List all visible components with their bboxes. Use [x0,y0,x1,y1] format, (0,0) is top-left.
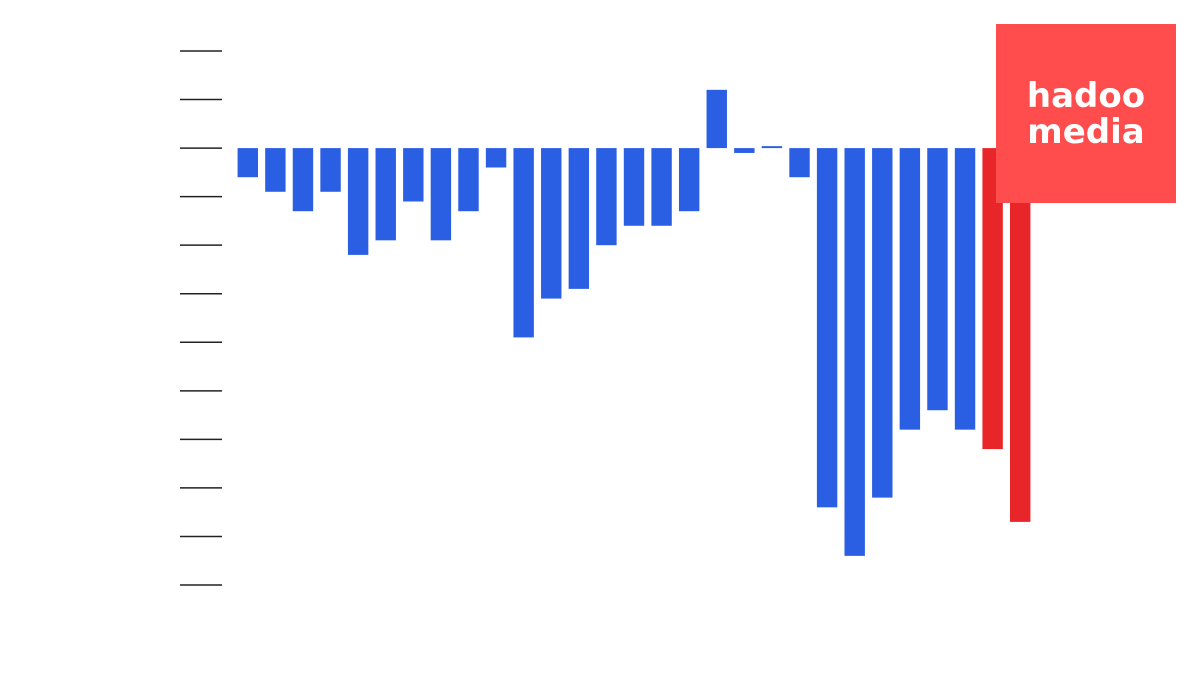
bar [816,148,838,508]
bar [292,148,314,212]
bar [541,148,562,299]
bar [899,148,921,430]
bar [403,148,424,202]
bar [265,148,286,192]
watermark-text: hadoo [1026,75,1146,116]
bar [485,148,507,168]
bar [872,148,893,498]
bar [1010,148,1031,522]
bar [761,146,783,149]
bar [320,148,341,192]
bar [651,148,672,226]
bar [734,148,755,153]
watermark: hadoo media [996,24,1176,203]
bar [568,148,590,289]
bar [789,148,810,178]
bar [982,148,1003,450]
bar [347,148,369,255]
bar [927,148,948,411]
bar [954,148,976,430]
bar [237,148,258,178]
bar [430,148,452,241]
bar [375,148,396,241]
bar [596,148,617,246]
bar [458,148,479,212]
bar [623,148,645,226]
watermark-text: media [1027,111,1145,152]
bar [513,148,534,338]
bar [706,89,727,149]
bar [678,148,700,212]
bar [844,148,865,556]
